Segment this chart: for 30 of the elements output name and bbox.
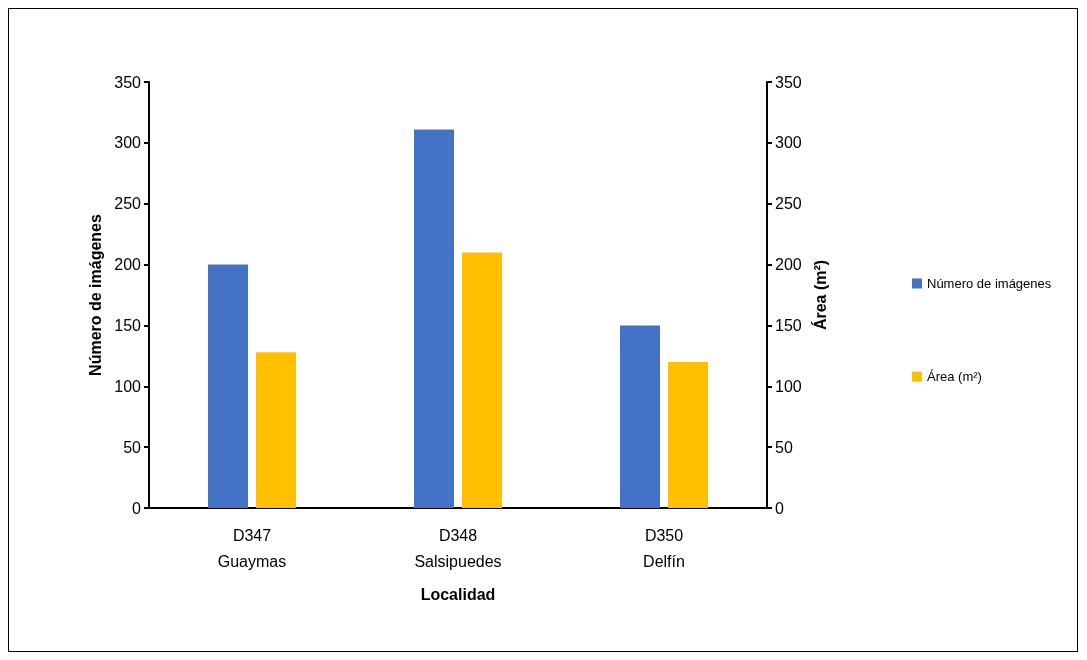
y2-axis-title: Área (m²) xyxy=(811,259,830,331)
y-tick-label: 100 xyxy=(114,377,142,395)
y2-tick-label: 150 xyxy=(775,316,802,334)
x-tick-label: D348 Salsipuedes xyxy=(414,526,502,570)
bar xyxy=(256,352,296,508)
legend-label: Número de imágenes xyxy=(927,276,1052,291)
y-tick-label: 150 xyxy=(114,316,142,334)
y-tick-label: 250 xyxy=(114,195,142,213)
bar xyxy=(462,252,502,508)
y2-tick-label: 0 xyxy=(775,499,784,517)
legend-label: Área (m²) xyxy=(927,369,982,384)
y-tick-label: 200 xyxy=(114,256,142,274)
x-axis-title: Localidad xyxy=(420,585,496,603)
x-tick-label: D350 Delfín xyxy=(643,526,685,570)
y2-tick-label: 250 xyxy=(775,195,802,213)
bar xyxy=(414,129,454,508)
bar xyxy=(668,361,708,508)
y2-tick-label: 350 xyxy=(775,73,802,91)
y-tick-label: 0 xyxy=(132,499,142,517)
bar xyxy=(620,325,660,508)
y2-tick-label: 100 xyxy=(775,377,802,395)
bar xyxy=(208,264,248,508)
y-tick-label: 350 xyxy=(114,73,142,91)
y-tick-label: 50 xyxy=(123,438,142,456)
y2-tick-label: 50 xyxy=(775,438,793,456)
y2-tick-label: 300 xyxy=(775,134,802,152)
x-tick-label: D347 Guaymas xyxy=(217,526,287,570)
y2-tick-label: 200 xyxy=(775,256,802,274)
y-tick-label: 300 xyxy=(114,134,142,152)
y-axis-title: Número de imágenes xyxy=(86,213,104,376)
